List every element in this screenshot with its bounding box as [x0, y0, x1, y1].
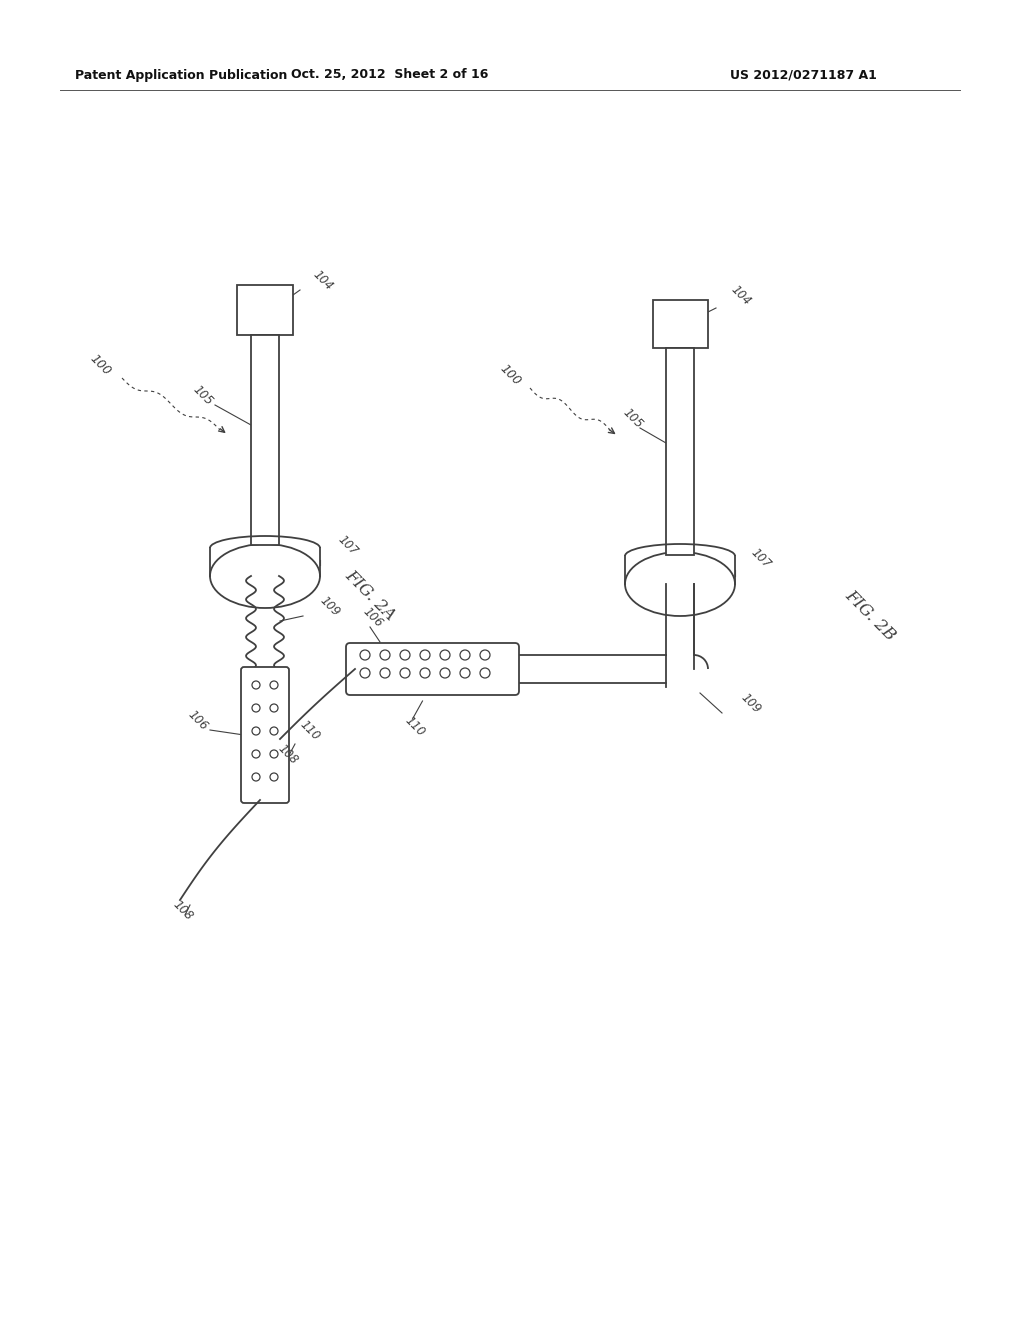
- Circle shape: [460, 649, 470, 660]
- Text: 100: 100: [87, 352, 113, 378]
- Text: 110: 110: [402, 713, 428, 739]
- Circle shape: [420, 668, 430, 678]
- Circle shape: [400, 668, 410, 678]
- FancyBboxPatch shape: [346, 643, 519, 696]
- Circle shape: [252, 681, 260, 689]
- Text: 106: 106: [360, 605, 385, 630]
- Circle shape: [252, 774, 260, 781]
- Text: 110: 110: [297, 718, 323, 743]
- Bar: [237, 285, 293, 335]
- Circle shape: [252, 727, 260, 735]
- Circle shape: [360, 649, 370, 660]
- Bar: [653, 300, 708, 348]
- Bar: [666, 348, 694, 554]
- Text: Oct. 25, 2012  Sheet 2 of 16: Oct. 25, 2012 Sheet 2 of 16: [291, 69, 488, 82]
- Text: 108: 108: [275, 742, 300, 767]
- Text: Patent Application Publication: Patent Application Publication: [75, 69, 288, 82]
- Circle shape: [270, 704, 278, 711]
- Text: 104: 104: [310, 268, 335, 293]
- Circle shape: [252, 704, 260, 711]
- Circle shape: [252, 750, 260, 758]
- Ellipse shape: [625, 552, 735, 616]
- Text: 109: 109: [738, 690, 763, 715]
- Circle shape: [380, 668, 390, 678]
- Circle shape: [270, 681, 278, 689]
- Circle shape: [460, 668, 470, 678]
- Text: 109: 109: [317, 594, 342, 619]
- Text: 107: 107: [335, 532, 360, 557]
- Circle shape: [270, 750, 278, 758]
- Bar: [251, 335, 279, 545]
- Circle shape: [380, 649, 390, 660]
- Circle shape: [360, 668, 370, 678]
- FancyBboxPatch shape: [241, 667, 289, 803]
- Circle shape: [480, 649, 490, 660]
- Text: 105: 105: [190, 383, 215, 408]
- Circle shape: [480, 668, 490, 678]
- Circle shape: [270, 774, 278, 781]
- Text: US 2012/0271187 A1: US 2012/0271187 A1: [730, 69, 877, 82]
- Text: 105: 105: [620, 405, 645, 430]
- Text: FIG. 2A: FIG. 2A: [341, 566, 398, 623]
- Text: 100: 100: [497, 362, 523, 388]
- Circle shape: [270, 727, 278, 735]
- Circle shape: [440, 668, 450, 678]
- Circle shape: [420, 649, 430, 660]
- Text: 108: 108: [170, 898, 196, 923]
- Text: 107: 107: [748, 545, 773, 570]
- Text: FIG. 2B: FIG. 2B: [842, 586, 899, 644]
- Circle shape: [440, 649, 450, 660]
- Text: 106: 106: [185, 708, 210, 733]
- Ellipse shape: [210, 544, 319, 609]
- Circle shape: [400, 649, 410, 660]
- Text: 104: 104: [728, 282, 753, 308]
